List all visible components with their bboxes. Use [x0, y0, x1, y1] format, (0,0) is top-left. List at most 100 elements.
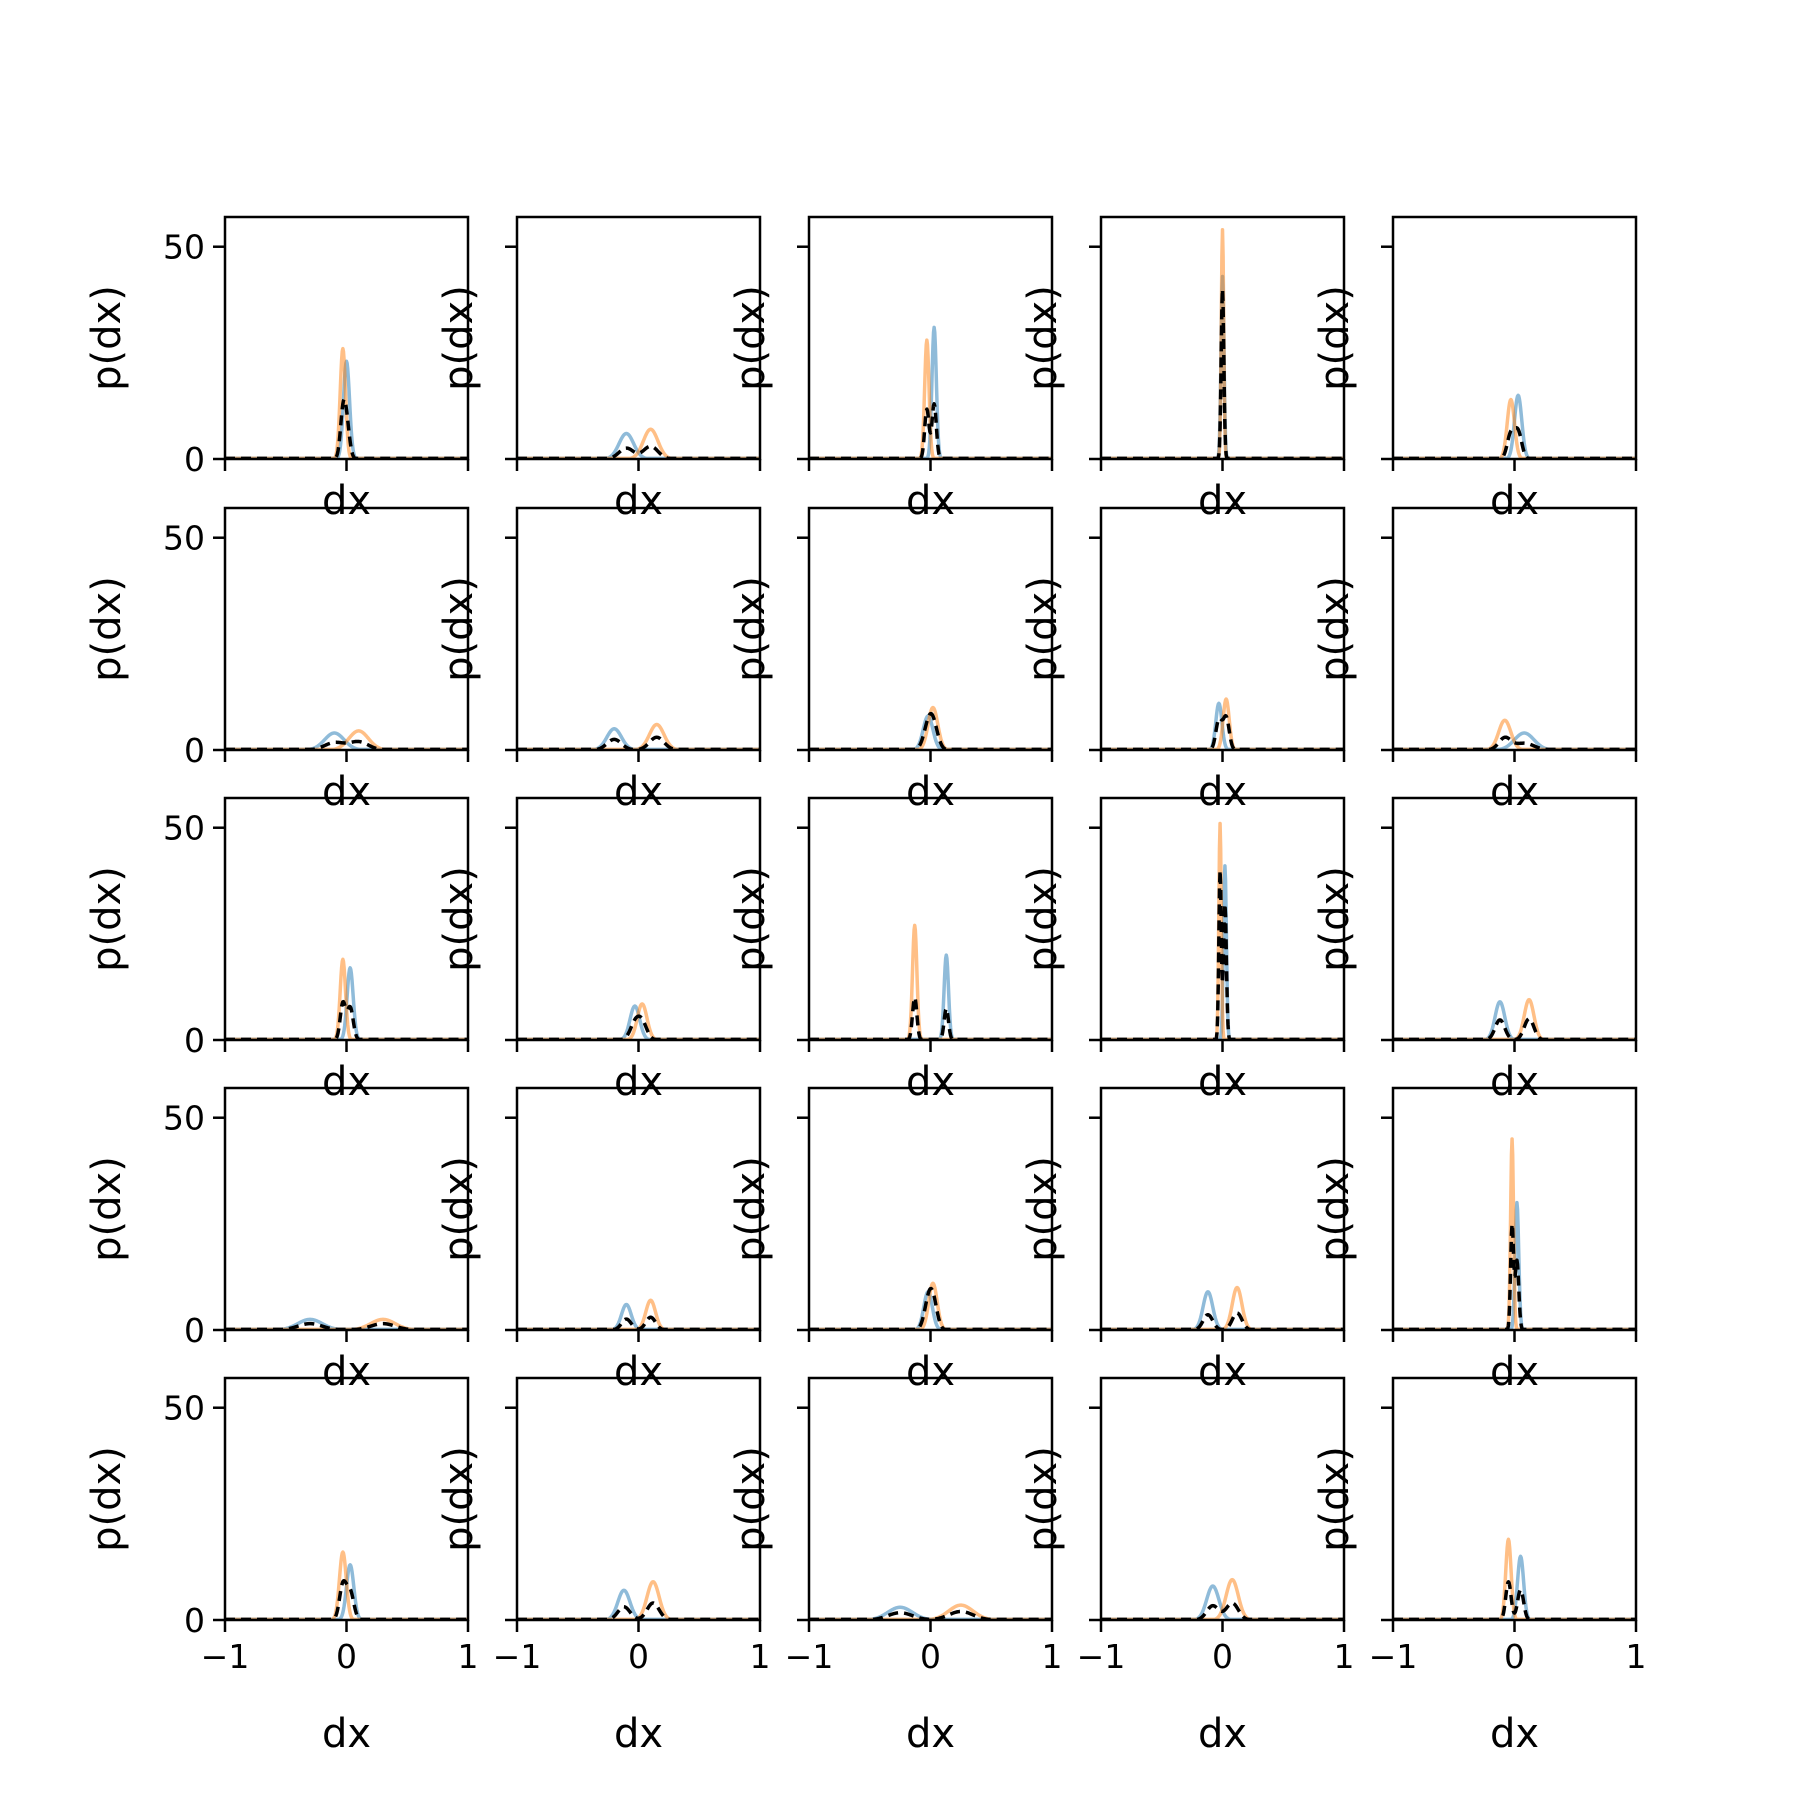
subplot-r3-c0: 0 50 dx p(dx) [84, 1086, 470, 1395]
subplot-r4-c3: −1 0 1 dx p(dx) [1020, 1376, 1355, 1757]
y-axis-label: p(dx) [1020, 576, 1066, 682]
series-orange-line [517, 427, 760, 459]
x-axis-label: dx [1198, 478, 1247, 524]
plot-area [809, 705, 1052, 750]
series-blue-line [517, 1302, 760, 1330]
series-blue-line [809, 714, 1052, 750]
series-orange-line [809, 338, 1052, 459]
subplot-r2-c2: dx p(dx) [728, 796, 1054, 1105]
plot-area [1101, 1285, 1344, 1330]
subplot-r1-c4: dx p(dx) [1312, 506, 1638, 815]
x-axis-label: dx [906, 1711, 955, 1757]
plot-area [809, 325, 1052, 459]
plot-area [1101, 227, 1344, 459]
subplot-r3-c3: dx p(dx) [1020, 1086, 1346, 1395]
subplot-r3-c2: dx p(dx) [728, 1086, 1054, 1395]
subplot-r0-c2: dx p(dx) [728, 215, 1054, 524]
x-axis-label: dx [1198, 1059, 1247, 1105]
subplot-r2-c1: dx p(dx) [436, 796, 762, 1105]
series-orange-line [1393, 718, 1636, 750]
plot-area [517, 427, 760, 459]
series-orange-line [1393, 1537, 1636, 1620]
series-orange-line [1393, 997, 1636, 1040]
series-black-dashed-line [517, 1601, 760, 1620]
x-axis-label: dx [614, 478, 663, 524]
x-tick-label: 1 [1334, 1637, 1355, 1676]
y-axis-label: p(dx) [436, 1156, 482, 1262]
plot-area [225, 346, 468, 459]
x-tick-label: 0 [1504, 1637, 1525, 1676]
subplot-r0-c4: dx p(dx) [1312, 215, 1638, 524]
series-black-dashed-line [1393, 1017, 1636, 1040]
x-tick-label: −1 [1369, 1637, 1418, 1676]
y-axis-label: p(dx) [84, 576, 130, 682]
x-tick-label: −1 [493, 1637, 542, 1676]
y-axis-label: p(dx) [84, 285, 130, 391]
y-axis-label: p(dx) [84, 1446, 130, 1552]
subplot-r4-c2: −1 0 1 dx p(dx) [728, 1376, 1063, 1757]
series-orange-line [517, 1298, 760, 1330]
x-axis-label: dx [322, 478, 371, 524]
subplot-r2-c3: dx p(dx) [1020, 796, 1346, 1105]
x-tick-label: 0 [920, 1637, 941, 1676]
axes-frame [1099, 1086, 1346, 1332]
y-axis-label: p(dx) [436, 576, 482, 682]
x-tick-label: 0 [336, 1637, 357, 1676]
y-axis-label: p(dx) [1020, 1446, 1066, 1552]
series-orange-line [1101, 1285, 1344, 1330]
series-orange-line [225, 729, 468, 750]
x-tick-label: 1 [750, 1637, 771, 1676]
axes-frame [223, 506, 470, 752]
plot-area [809, 1603, 1052, 1620]
x-axis-label: dx [1198, 1349, 1247, 1395]
y-axis-label: p(dx) [728, 866, 774, 972]
subplot-r4-c1: −1 0 1 dx p(dx) [436, 1376, 771, 1757]
y-tick-label: 50 [163, 519, 205, 558]
series-blue-line [1101, 1290, 1344, 1330]
x-tick-label: 1 [1042, 1637, 1063, 1676]
x-tick-label: 1 [458, 1637, 479, 1676]
x-axis-label: dx [906, 1349, 955, 1395]
y-tick-label: 0 [184, 1021, 205, 1060]
plot-area [517, 1002, 760, 1040]
plot-area [1393, 1537, 1636, 1620]
series-orange-line [1101, 697, 1344, 750]
series-blue-line [809, 953, 1052, 1040]
x-axis-label: dx [906, 1059, 955, 1105]
subplot-r3-c4: dx p(dx) [1312, 1086, 1638, 1395]
x-axis-label: dx [322, 769, 371, 815]
x-axis-label: dx [1490, 1711, 1539, 1757]
plot-area [225, 957, 468, 1040]
axes-frame [515, 1376, 762, 1622]
series-black-dashed-line [517, 1315, 760, 1330]
y-tick-label: 0 [184, 731, 205, 770]
x-axis-label: dx [1490, 769, 1539, 815]
series-orange-line [225, 1550, 468, 1620]
x-axis-label: dx [614, 1711, 663, 1757]
x-tick-label: 0 [628, 1637, 649, 1676]
x-axis-label: dx [1490, 1349, 1539, 1395]
x-axis-label: dx [322, 1059, 371, 1105]
y-axis-label: p(dx) [436, 1446, 482, 1552]
axes-frame [807, 796, 1054, 1042]
series-orange-line [517, 722, 760, 750]
subplot-r1-c3: dx p(dx) [1020, 506, 1346, 815]
plot-area [1101, 1577, 1344, 1620]
axes-frame [515, 796, 762, 1042]
x-axis-label: dx [906, 478, 955, 524]
plot-area [809, 1281, 1052, 1330]
subplot-r0-c0: 0 50 dx p(dx) [84, 215, 470, 524]
axes-frame [223, 1086, 470, 1332]
subplot-r1-c2: dx p(dx) [728, 506, 1054, 815]
x-axis-label: dx [1198, 769, 1247, 815]
plot-area [1393, 997, 1636, 1040]
y-axis-label: p(dx) [728, 1446, 774, 1552]
subplot-r1-c0: 0 50 dx p(dx) [84, 506, 470, 815]
y-axis-label: p(dx) [1312, 285, 1358, 391]
x-axis-label: dx [1198, 1711, 1247, 1757]
x-axis-label: dx [1490, 478, 1539, 524]
y-axis-label: p(dx) [84, 866, 130, 972]
subplot-r3-c1: dx p(dx) [436, 1086, 762, 1395]
y-axis-label: p(dx) [84, 1156, 130, 1262]
y-axis-label: p(dx) [728, 1156, 774, 1262]
